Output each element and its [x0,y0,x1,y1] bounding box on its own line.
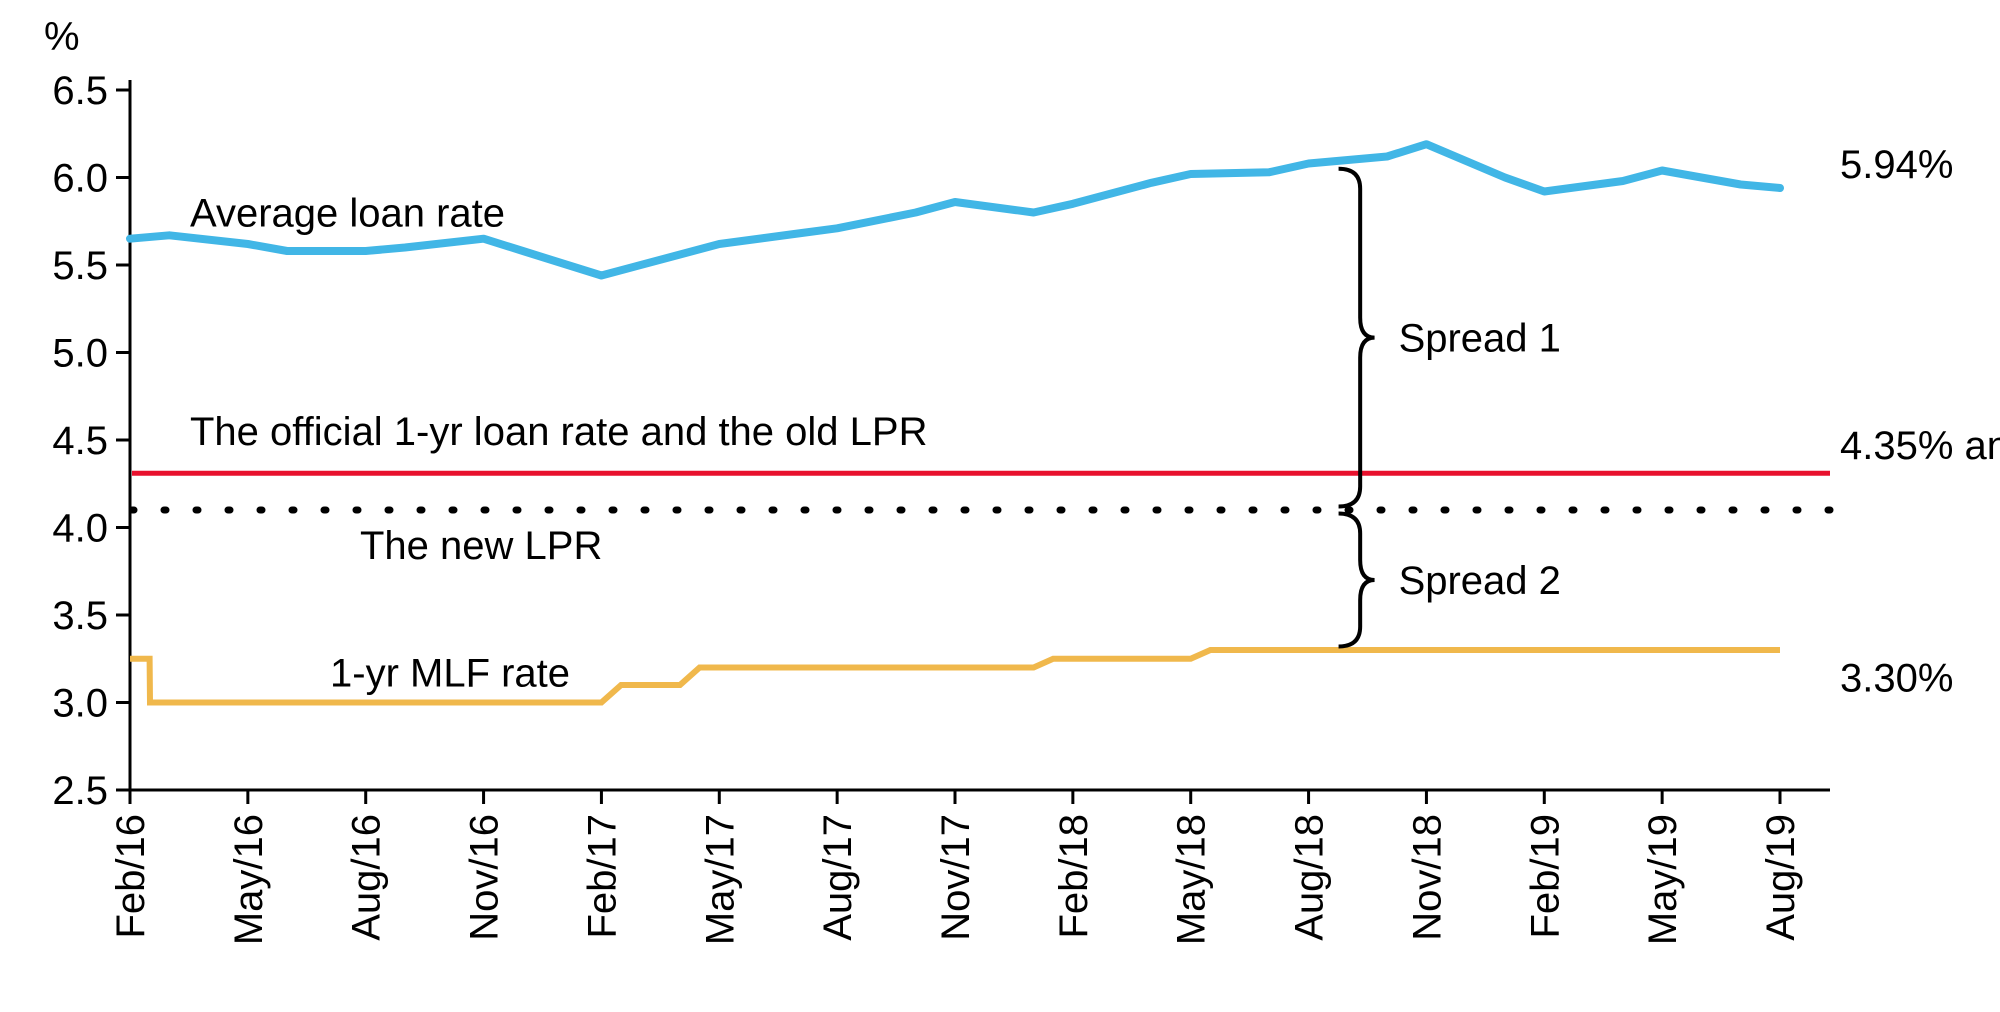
x-tick-label: Nov/16 [463,814,507,941]
x-tick-label: May/19 [1641,814,1685,945]
x-tick-label: Aug/16 [345,814,389,941]
y-tick-label: 4.5 [52,419,108,463]
x-tick-label: Nov/17 [934,814,978,941]
x-tick-label: Feb/16 [109,814,153,939]
y-tick-label: 5.0 [52,332,108,376]
end-label-mlf: 3.30% [1840,657,1953,701]
label-spread2: Spread 2 [1399,559,1561,603]
y-axis-title: % [44,15,80,59]
x-tick-label: Feb/18 [1052,814,1096,939]
y-tick-label: 5.5 [52,244,108,288]
x-tick-label: May/16 [227,814,271,945]
x-tick-label: Aug/17 [816,814,860,941]
brace-spread2 [1339,514,1375,647]
y-tick-label: 2.5 [52,769,108,813]
label-official-1yr: The official 1-yr loan rate and the old … [190,410,927,454]
y-tick-label: 6.5 [52,69,108,113]
x-tick-label: Aug/18 [1288,814,1332,941]
end-label-official-1yr: 4.35% and 4.31% [1840,424,2000,468]
label-mlf: 1-yr MLF rate [330,651,570,695]
label-spread1: Spread 1 [1399,317,1561,361]
x-tick-label: Feb/19 [1523,814,1567,939]
end-label-avg-loan: 5.94% [1840,143,1953,187]
label-new-lpr: The new LPR [360,524,602,568]
x-tick-label: May/17 [698,814,742,945]
interest-rate-chart: 2.5 3.0 3.5 4.0 4.5 5.0 5.5 6.0 6.5% Feb/16 May/16… [0,0,2000,1012]
y-tick-label: 3.0 [52,682,108,726]
x-tick-label: Feb/17 [580,814,624,939]
y-tick-label: 3.5 [52,594,108,638]
y-tick-label: 6.0 [52,157,108,201]
label-avg-loan: Average loan rate [190,192,505,236]
y-tick-label: 4.0 [52,507,108,551]
brace-spread1 [1339,169,1375,507]
x-tick-label: May/18 [1170,814,1214,945]
x-tick-label: Aug/19 [1759,814,1803,941]
x-tick-label: Nov/18 [1405,814,1449,941]
